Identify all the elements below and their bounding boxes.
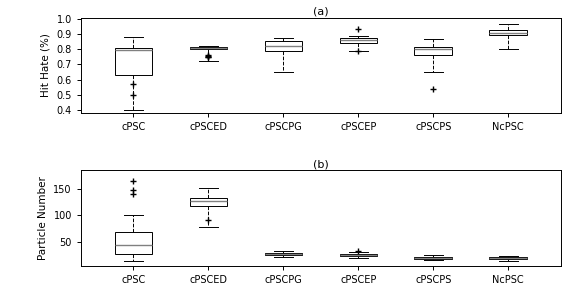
PathPatch shape <box>339 39 377 43</box>
Y-axis label: Particle Number: Particle Number <box>38 176 48 260</box>
PathPatch shape <box>265 41 302 51</box>
PathPatch shape <box>414 47 452 55</box>
PathPatch shape <box>114 48 152 75</box>
Y-axis label: Hit Hate (%): Hit Hate (%) <box>41 33 51 97</box>
PathPatch shape <box>339 254 377 256</box>
Title: (a): (a) <box>313 7 329 17</box>
PathPatch shape <box>414 257 452 259</box>
PathPatch shape <box>490 257 527 259</box>
PathPatch shape <box>190 47 227 49</box>
PathPatch shape <box>190 198 227 206</box>
PathPatch shape <box>490 30 527 35</box>
Title: (b): (b) <box>313 159 329 169</box>
PathPatch shape <box>265 253 302 255</box>
PathPatch shape <box>114 232 152 253</box>
